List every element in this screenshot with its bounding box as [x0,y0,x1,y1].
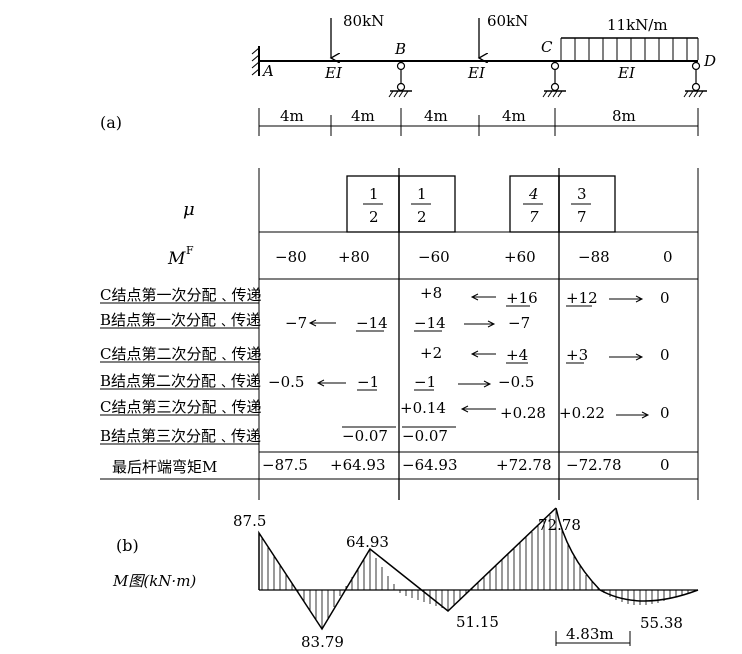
label-b: (b) [116,536,139,555]
cell-value: +0.14 [400,399,446,417]
cell-value: −0.5 [268,373,304,391]
moment-outline [258,507,557,631]
point-a-label: A [261,62,274,80]
cell-value: +3 [566,346,588,364]
moment-hatching [261,510,689,628]
mu-fraction-3: 4 7 [523,185,543,226]
cell-value: −0.07 [342,427,388,445]
moment-diagram: (b) M图(kN·m) [112,507,699,651]
svg-text:1: 1 [369,185,379,203]
cell-value: 0 [660,289,670,307]
svg-text:1: 1 [417,185,427,203]
cell-value: +0.22 [559,404,605,422]
distributed-load-icon [560,37,699,60]
mf-value: −60 [418,248,450,266]
row-label: C结点第一次分配﹑传递 [100,286,261,304]
point-d-label: D [703,52,716,70]
row-label: B结点第一次分配﹑传递 [100,311,261,329]
moment-diagram-title: M图(kN·m) [112,572,196,590]
cell-value: −14 [414,314,446,332]
svg-text:4.83m: 4.83m [566,625,614,643]
fixed-support-icon [251,46,260,76]
svg-text:4: 4 [528,185,539,203]
svg-text:3: 3 [577,185,587,203]
mf-sup: F [186,244,194,257]
point-b-label: B [394,40,406,58]
svg-text:7: 7 [529,208,539,226]
span-4-label: 4m [502,107,526,125]
mf-label: M [167,249,186,269]
final-value: +72.78 [496,456,552,474]
final-row-label: 最后杆端弯矩M [112,458,217,476]
moment-value: 55.38 [640,614,683,632]
row-label: B结点第三次分配﹑传递 [100,427,261,445]
mu-label: μ [183,199,195,220]
cell-value: 0 [660,404,670,422]
cell-value: −0.5 [498,373,534,391]
point-c-label: C [541,38,553,56]
moment-value: 64.93 [346,533,389,551]
mu-fraction-1: 1 2 [363,185,383,226]
mf-value: −88 [578,248,610,266]
load-60-label: 60kN [487,12,528,30]
moment-distribution-table: μ 1 2 1 2 4 7 3 7 M F −80 +80 −60 +60 [100,168,699,500]
final-value: 0 [660,456,670,474]
mf-value: +60 [504,248,536,266]
ei-label-3: EI [617,64,636,82]
load-80-label: 80kN [343,12,384,30]
moment-value: 72.78 [538,516,581,534]
cell-value: +16 [506,289,538,307]
cell-value: +8 [420,284,442,302]
span-2-label: 4m [351,107,375,125]
mu-fraction-4: 3 7 [571,185,591,226]
span-3-label: 4m [424,107,448,125]
cell-value: −1 [414,373,436,391]
moment-value: 51.15 [456,613,499,631]
dimension-4-83: 4.83m [555,625,631,646]
cell-value: +2 [420,344,442,362]
svg-text:7: 7 [577,208,587,226]
svg-text:2: 2 [369,208,379,226]
ei-label-2: EI [467,64,486,82]
final-value: +64.93 [330,456,386,474]
svg-text:2: 2 [417,208,427,226]
span-5-label: 8m [612,107,636,125]
row-label: B结点第二次分配﹑传递 [100,372,261,390]
span-1-label: 4m [280,107,304,125]
mf-value: +80 [338,248,370,266]
cell-value: −7 [508,314,530,332]
cell-value: −14 [356,314,388,332]
pin-support-b-icon [388,61,412,98]
cell-value: 0 [660,346,670,364]
pin-support-c-icon [542,61,566,98]
final-value: −87.5 [262,456,308,474]
span-dimensions: 4m 4m 4m 4m 8m [258,107,699,136]
cell-value: +4 [506,346,528,364]
beam-diagram: (a) 80kN 60kN [100,12,716,136]
label-a: (a) [100,113,122,132]
cell-value: +0.28 [500,404,546,422]
moment-parabola [555,507,699,602]
load-q-label: 11kN/m [607,16,668,34]
cell-value: +12 [566,289,598,307]
mf-value: 0 [663,248,673,266]
cell-value: −0.07 [402,427,448,445]
pin-support-d-icon [683,61,707,98]
row-label: C结点第三次分配﹑传递 [100,398,261,416]
row-label: C结点第二次分配﹑传递 [100,345,261,363]
moment-value: 83.79 [301,633,344,651]
mu-fraction-2: 1 2 [411,185,431,226]
final-value: −72.78 [566,456,622,474]
cell-value: −7 [285,314,307,332]
final-value: −64.93 [402,456,458,474]
mf-value: −80 [275,248,307,266]
cell-value: −1 [357,373,379,391]
ei-label-1: EI [324,64,343,82]
moment-value: 87.5 [233,512,266,530]
